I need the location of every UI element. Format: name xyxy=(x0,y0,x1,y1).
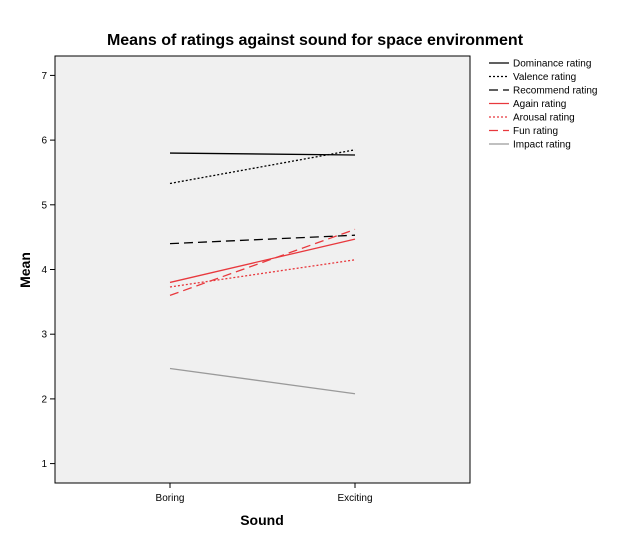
y-tick-label: 5 xyxy=(41,200,47,211)
y-tick-label: 3 xyxy=(41,330,47,341)
series-lines xyxy=(169,149,356,395)
legend-label: Fun rating xyxy=(513,126,558,137)
legend: Dominance rating Valence rating Recommend … xyxy=(489,59,597,151)
series-line-1 xyxy=(169,152,356,156)
legend-label: Valence rating xyxy=(513,72,576,83)
series-line-7 xyxy=(169,367,356,395)
x-tick-label: Exciting xyxy=(337,493,372,504)
series-line-4 xyxy=(169,238,356,284)
series-line-3 xyxy=(169,234,356,245)
x-axis: Boring Exciting xyxy=(156,483,373,504)
y-tick-label: 2 xyxy=(41,394,47,405)
plot-area xyxy=(54,55,471,484)
y-axis: 1 2 3 4 5 6 7 xyxy=(41,71,55,470)
chart-title: Means of ratings against sound for space… xyxy=(107,32,524,49)
series-line-5 xyxy=(169,259,356,288)
y-tick-label: 7 xyxy=(41,71,47,82)
series-line-2 xyxy=(169,149,356,185)
series-line-6 xyxy=(169,228,356,296)
y-axis-label: Mean xyxy=(17,252,33,288)
y-tick-label: 4 xyxy=(41,265,47,276)
legend-label: Again rating xyxy=(513,99,566,110)
y-tick-label: 1 xyxy=(41,459,47,470)
legend-label: Recommend rating xyxy=(513,86,597,97)
legend-label: Arousal rating xyxy=(513,113,575,124)
legend-label: Dominance rating xyxy=(513,59,591,70)
y-tick-label: 6 xyxy=(41,136,47,147)
x-tick-label: Boring xyxy=(156,493,185,504)
legend-label: Impact rating xyxy=(513,140,571,151)
x-axis-label: Sound xyxy=(240,512,284,528)
